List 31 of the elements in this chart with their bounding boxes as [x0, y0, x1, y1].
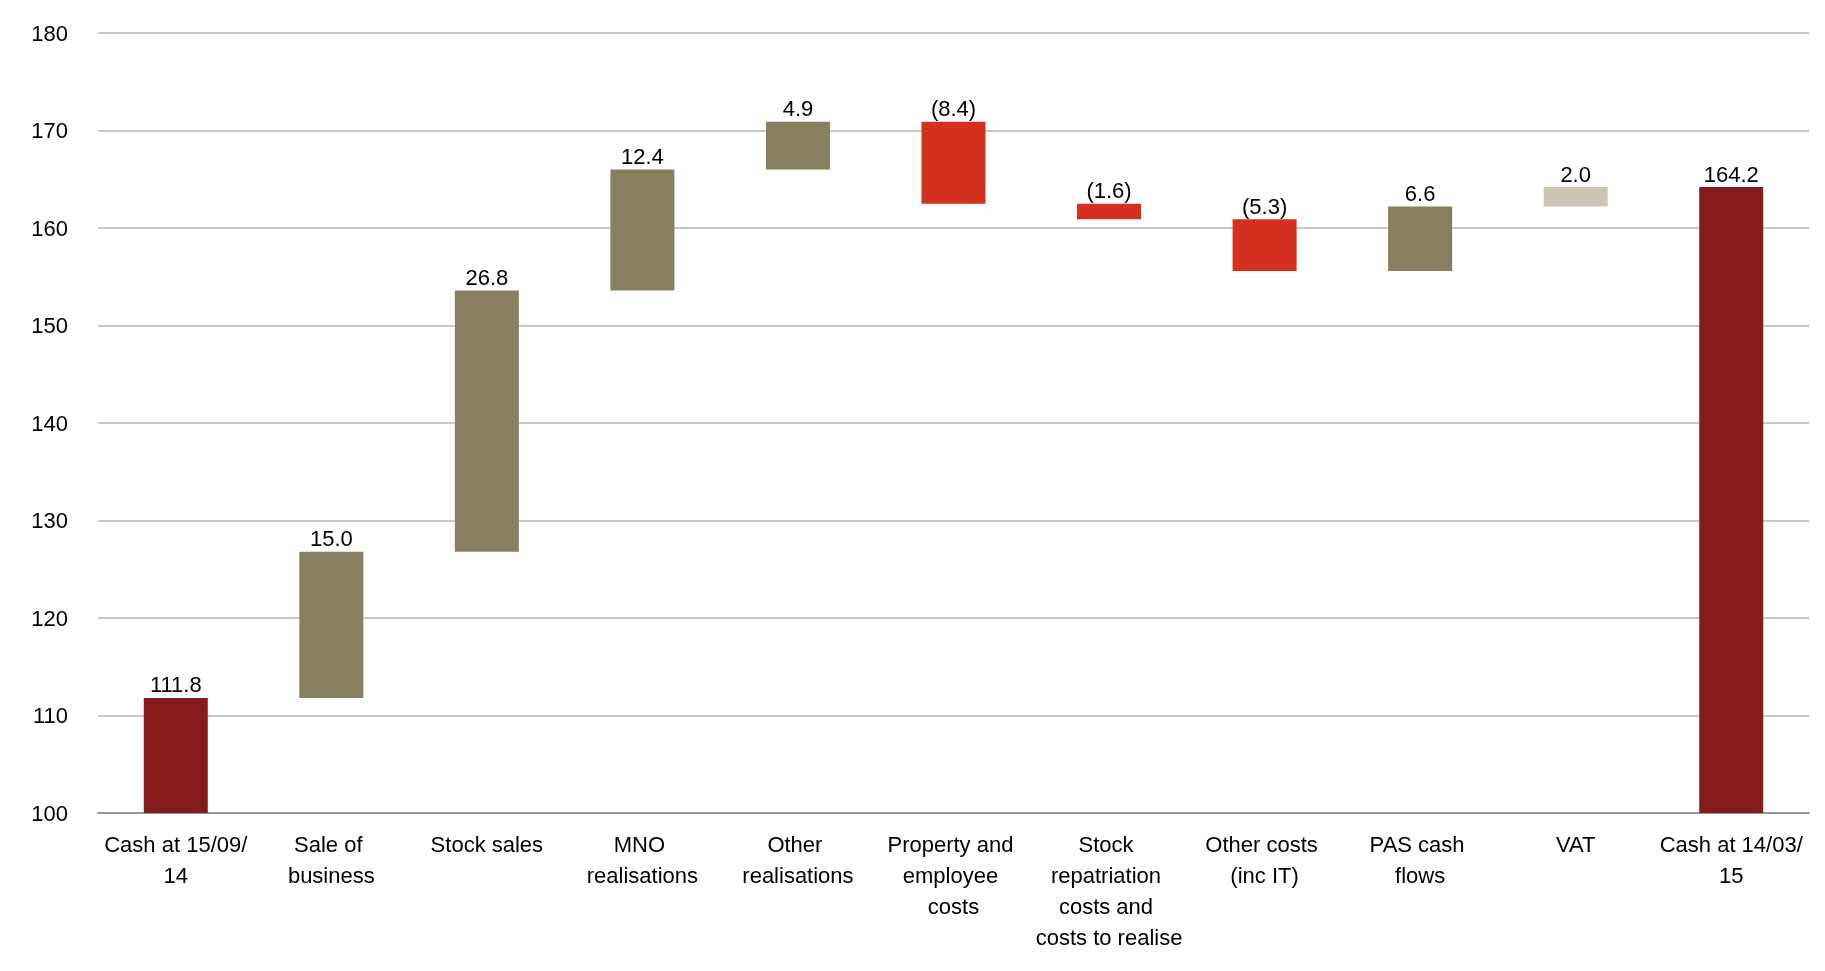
- x-tick-label: Cash at 14/03/15: [1659, 832, 1804, 888]
- x-tick-label: PAS cash flows: [1369, 832, 1471, 888]
- data-label: 15.0: [309, 526, 353, 552]
- data-label: 4.9: [782, 96, 814, 122]
- y-tick-label: 120: [31, 605, 68, 631]
- data-label: 26.8: [465, 264, 509, 290]
- data-label: 164.2: [1703, 161, 1759, 187]
- y-tick-label: 110: [32, 703, 68, 728]
- y-tick-label: 100: [31, 800, 68, 826]
- y-tick-label: 130: [31, 508, 68, 533]
- y-tick-label: 150: [31, 313, 68, 338]
- data-label: (1.6): [1086, 178, 1132, 204]
- x-tick-label: Cash at 15/09/14: [104, 832, 249, 888]
- data-label: (5.3): [1241, 193, 1288, 219]
- x-tick-label: MNO realisations: [586, 832, 699, 888]
- data-label: 6.6: [1404, 181, 1436, 207]
- y-tick-label: 140: [31, 410, 68, 436]
- data-label: (8.4): [930, 96, 977, 122]
- data-label: 2.0: [1560, 161, 1591, 187]
- x-tick-label: Sale of business: [287, 832, 375, 888]
- x-tick-label: Property and employee costs: [887, 832, 1020, 919]
- x-tick-label: Stock repatriation costs and costs to realise: [1035, 832, 1183, 950]
- x-tick-label: Other realisations: [742, 832, 854, 888]
- x-tick-label: Other costs (inc IT): [1205, 832, 1324, 888]
- data-label: 111.8: [149, 672, 202, 698]
- x-tick-label: VAT: [1555, 832, 1596, 857]
- y-tick-label: 160: [31, 215, 68, 241]
- y-tick-label: 170: [31, 118, 68, 143]
- x-tick-label: Stock sales: [430, 832, 544, 857]
- data-label: 12.4: [621, 144, 664, 169]
- y-tick-label: 180: [31, 20, 68, 46]
